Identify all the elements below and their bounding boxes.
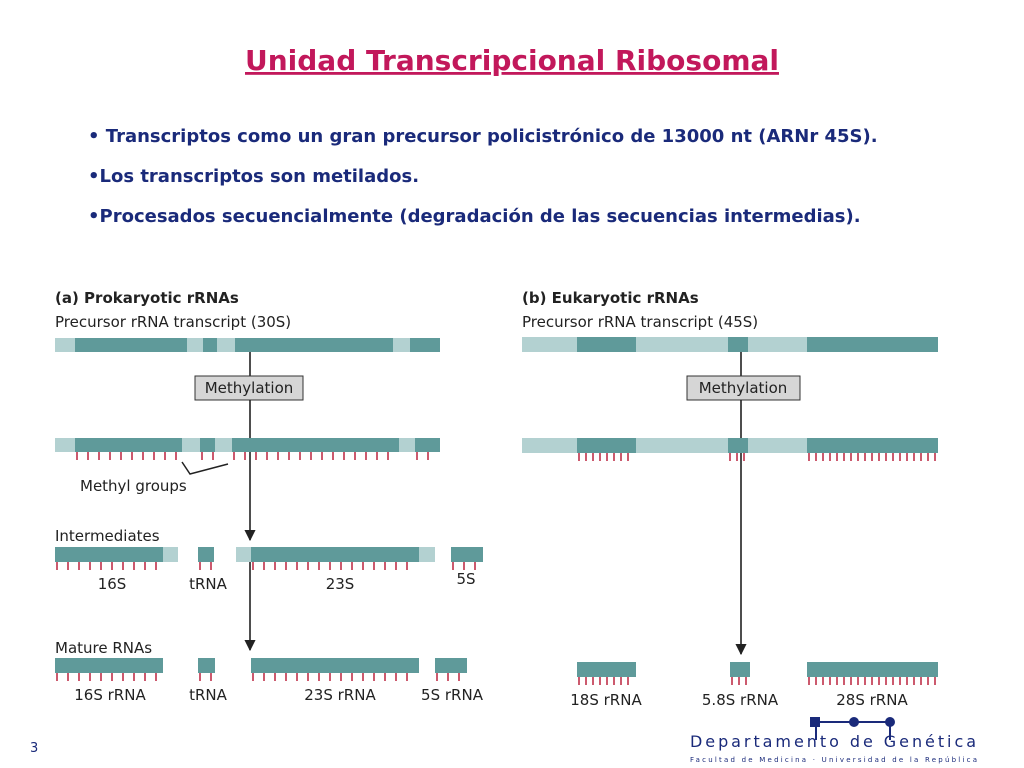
rna-segment [251, 547, 419, 562]
panel-heading: (b) Eukaryotic rRNAs [522, 289, 699, 307]
label: 5.8S rRNA [702, 691, 779, 709]
rna-segment [203, 338, 217, 352]
rna-segment [415, 438, 440, 452]
rna-segment [807, 438, 938, 453]
rna-segment [55, 547, 163, 562]
bullet: • Transcriptos como un gran precursor po… [88, 126, 878, 147]
bullet: •Los transcriptos son metilados. [88, 166, 419, 187]
bracket [181, 461, 229, 475]
bullet: •Procesados secuencialmente (degradación… [88, 206, 861, 227]
label: 23S rRNA [304, 686, 376, 704]
rna-segment [410, 338, 440, 352]
institution: Facultad de Medicina · Universidad de la… [690, 756, 980, 764]
panel-b: (b) Eukaryotic rRNAs Precursor rRNA tran… [522, 289, 938, 709]
logo-dot [849, 717, 859, 727]
rna-segment [730, 662, 750, 677]
rna-segment [198, 547, 214, 562]
rna-segment [451, 547, 483, 562]
rna-segment [728, 337, 748, 352]
panel-heading: (a) Prokaryotic rRNAs [55, 289, 239, 307]
logo-dot [885, 717, 895, 727]
rna-segment [235, 338, 393, 352]
rna-segment [75, 338, 187, 352]
rna-segment [251, 658, 419, 673]
step-label: Methylation [205, 379, 294, 397]
rna-segment [577, 337, 636, 352]
page-number: 3 [30, 741, 38, 756]
logo-square [810, 717, 820, 727]
step-box [686, 375, 801, 401]
rna-segment [198, 658, 215, 673]
label: Precursor rRNA transcript (30S) [55, 313, 291, 331]
rna-segment [728, 438, 748, 453]
panel-a: (a) Prokaryotic rRNAs Precursor rRNA tra… [55, 289, 484, 704]
label: Mature RNAs [55, 639, 152, 657]
rna-segment [435, 658, 467, 673]
department: Departamento de Genética [690, 732, 980, 751]
rna-segment [577, 438, 636, 453]
label: 18S rRNA [570, 691, 642, 709]
step-box [194, 375, 304, 401]
rna-segment [807, 337, 938, 352]
label: tRNA [189, 575, 228, 593]
label: Methyl groups [80, 477, 187, 495]
label: Intermediates [55, 527, 160, 545]
label: 28S rRNA [836, 691, 908, 709]
label: tRNA [189, 686, 228, 704]
label: 5S [456, 570, 475, 588]
rna-segment [75, 438, 182, 452]
label: 16S [98, 575, 127, 593]
methyl-ticks [56, 452, 936, 685]
rna-segment [200, 438, 215, 452]
rna-segment [577, 662, 636, 677]
rna-segment [55, 658, 163, 673]
label: Precursor rRNA transcript (45S) [522, 313, 758, 331]
rna-segment [807, 662, 938, 677]
label: 23S [326, 575, 355, 593]
logo: Departamento de Genética Facultad de Med… [690, 717, 980, 764]
rna-segment [232, 438, 399, 452]
step-label: Methylation [699, 379, 788, 397]
title: Unidad Transcripcional Ribosomal [245, 44, 779, 77]
label: 16S rRNA [74, 686, 146, 704]
label: 5S rRNA [421, 686, 484, 704]
